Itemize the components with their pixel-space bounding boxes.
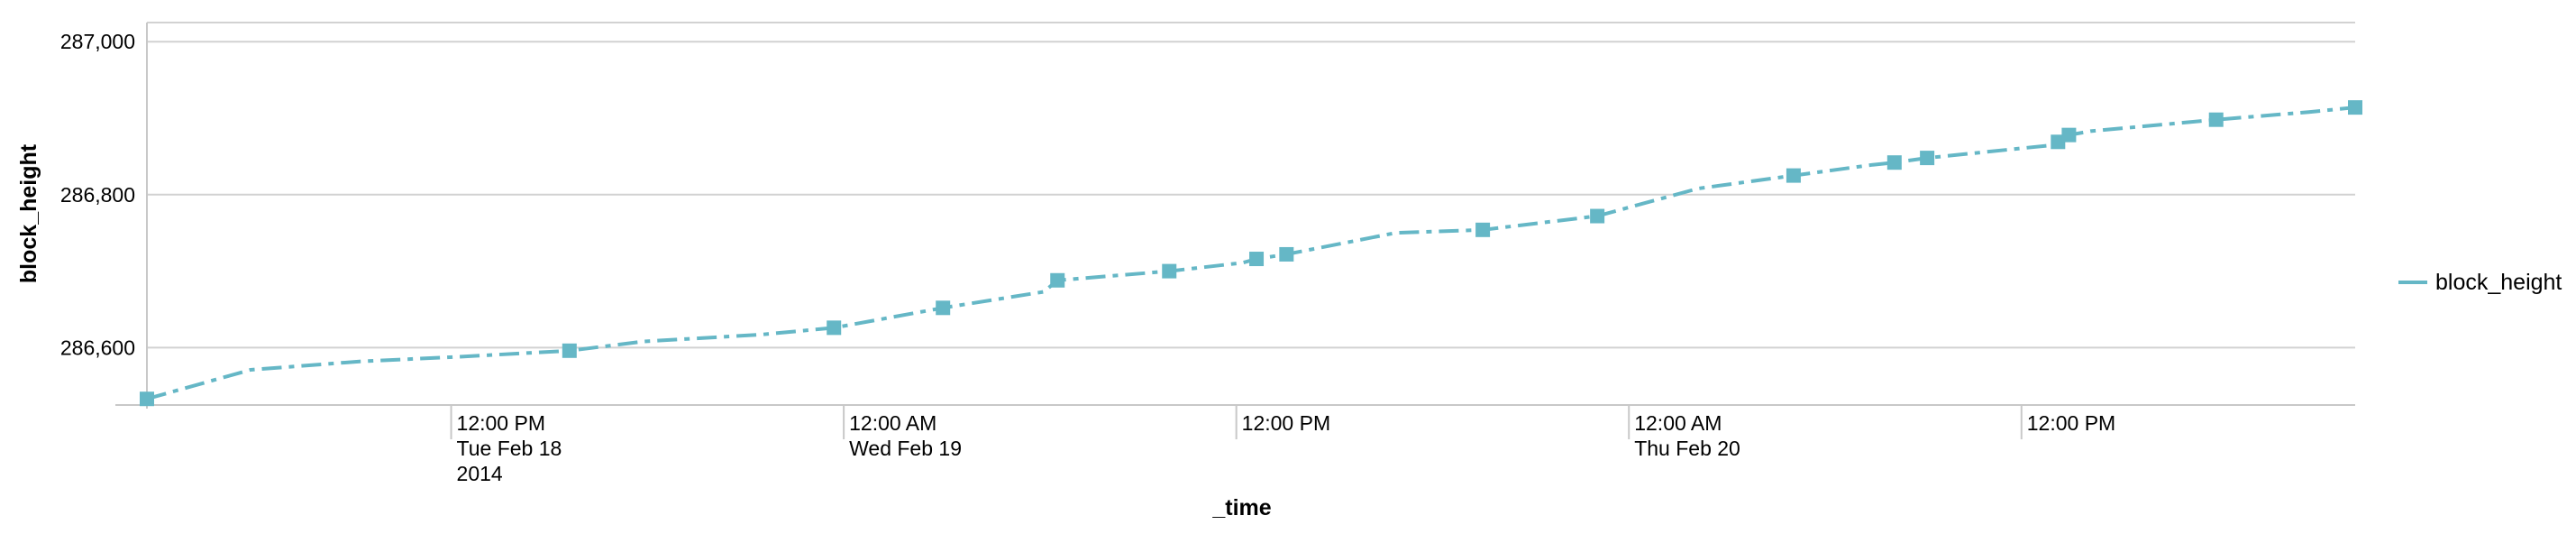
axes	[115, 23, 2355, 409]
y-axis-title: block_height	[16, 143, 41, 283]
y-tick-label: 286,800	[60, 183, 135, 207]
data-point	[2051, 134, 2066, 150]
x-tick-label: 12:00 AM	[849, 411, 936, 435]
data-point	[1920, 151, 1935, 166]
y-tick-label: 287,000	[60, 30, 135, 53]
data-point	[1786, 168, 1801, 183]
data-point	[1279, 246, 1294, 262]
y-axis-ticks: 287,000 286,800 286,600	[60, 30, 135, 359]
x-tick-label: 12:00 PM	[1242, 411, 1330, 435]
gridlines	[147, 22, 2355, 349]
data-point	[827, 320, 842, 336]
x-tick-label: 12:00 PM	[2027, 411, 2115, 435]
data-point	[1886, 155, 1902, 170]
x-tick-label: 12:00 AM	[1634, 411, 1722, 435]
data-point	[1475, 222, 1491, 237]
data-point	[1162, 263, 1177, 279]
data-point	[2348, 100, 2362, 115]
data-point	[140, 391, 154, 407]
y-tick-label: 286,600	[60, 336, 135, 359]
data-point	[562, 343, 577, 358]
data-point	[1249, 252, 1265, 267]
data-point	[1050, 272, 1065, 288]
x-tick-label: 12:00 PM	[457, 411, 545, 435]
data-point	[2208, 112, 2224, 127]
legend[interactable]: block_height	[2398, 270, 2562, 295]
x-axis-title: _time	[1211, 495, 1271, 520]
x-tick-label: 2014	[457, 462, 503, 485]
x-tick-label: Tue Feb 18	[457, 437, 562, 460]
series-group	[140, 100, 2362, 407]
series-line	[146, 106, 2356, 401]
data-point	[2061, 127, 2077, 143]
legend-label: block_height	[2435, 270, 2562, 295]
x-tick-label: Thu Feb 20	[1634, 437, 1740, 460]
data-point	[936, 300, 951, 316]
x-tick-label: Wed Feb 19	[849, 437, 962, 460]
data-point	[1590, 208, 1605, 224]
